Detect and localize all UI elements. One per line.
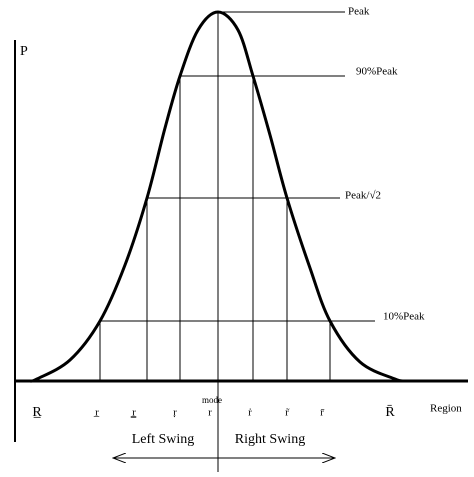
x-label: r	[208, 407, 212, 419]
x-label: r̄	[320, 407, 324, 419]
x-axis-label: Region	[430, 403, 462, 415]
mode-label: mode	[202, 395, 222, 405]
x-label: r̃	[285, 407, 290, 419]
level-label: Peak/√2	[345, 190, 381, 202]
x-label: R̲	[32, 405, 42, 420]
level-label: 90%Peak	[356, 66, 398, 78]
x-label: r̳	[130, 407, 136, 419]
level-label: 10%Peak	[383, 311, 425, 323]
x-label: r̲	[93, 407, 99, 419]
swing-label: Left Swing	[132, 432, 195, 447]
y-axis-label: P	[20, 44, 28, 59]
x-label: ṛ	[173, 407, 177, 419]
swing-label: Right Swing	[235, 432, 305, 447]
x-label: R̄	[385, 405, 395, 421]
x-label: ṙ	[248, 407, 252, 419]
level-label: Peak	[348, 6, 370, 18]
